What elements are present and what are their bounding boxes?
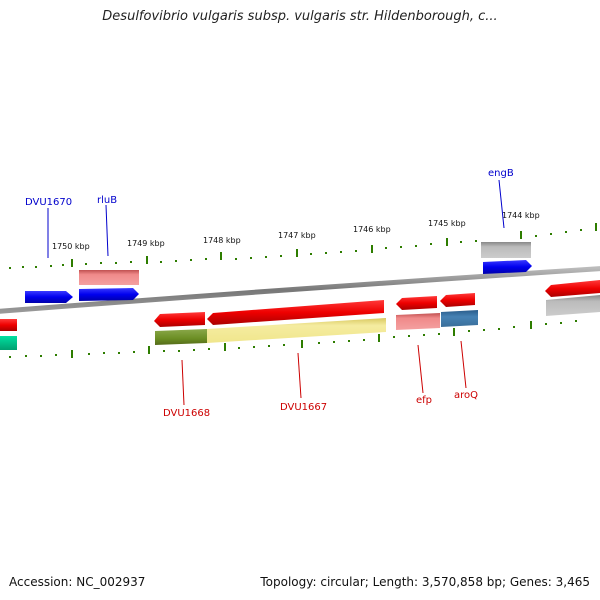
upper-scale-ring [9,223,597,269]
leader-dvu1667 [297,352,302,399]
gene-arrow-efp[interactable] [396,296,437,310]
genome-summary-text: Topology: circular; Length: 3,570,858 bp… [260,575,590,589]
gene-label-dvu1667[interactable]: DVU1667 [280,402,327,413]
map-title: Desulfovibrio vulgaris subsp. vulgaris s… [102,9,498,24]
gene-arrow-left-edge[interactable] [0,319,17,331]
lower-scale-ring [9,320,577,358]
tick-label-1747: 1747 kbp [278,231,316,240]
feature-bar-efp[interactable] [396,313,440,330]
gene-arrow-dvu1668[interactable] [154,312,205,327]
gene-arrow-dvu1670[interactable] [25,291,73,303]
leader-aroq [460,340,467,389]
tick-label-1749: 1749 kbp [127,239,165,248]
gene-arrow-aroq[interactable] [440,293,475,307]
gene-arrow-right-edge[interactable] [545,280,600,297]
feature-bar-left-edge[interactable] [0,336,17,350]
tick-label-1750: 1750 kbp [52,242,90,251]
gene-label-aroq[interactable]: aroQ [454,390,478,401]
gene-arrow-dvu1667[interactable] [207,300,384,325]
feature-bar-right-edge[interactable] [546,295,600,316]
gene-arrow-rlub[interactable] [79,288,139,301]
gene-label-engb[interactable]: engB [488,168,514,179]
leader-engb [498,179,505,229]
leader-dvu1668 [181,359,185,406]
gene-label-dvu1668[interactable]: DVU1668 [163,408,210,419]
feature-bar-engb[interactable] [481,242,531,258]
leader-rlub [105,204,109,257]
tick-label-1745: 1745 kbp [428,219,466,228]
accession-text: Accession: NC_002937 [9,575,146,589]
feature-bar-dvu1668[interactable] [155,329,207,345]
feature-bar-dvu1667[interactable] [207,318,386,343]
gene-arrow-engb[interactable] [483,260,532,274]
feature-bar-aroq[interactable] [441,310,478,327]
feature-bar-rlub[interactable] [79,270,139,285]
gene-label-efp[interactable]: efp [416,395,432,406]
gene-label-dvu1670[interactable]: DVU1670 [25,197,72,208]
gene-label-rlub[interactable]: rluB [97,195,117,206]
leader-efp [417,344,424,394]
tick-label-1744: 1744 kbp [502,211,540,220]
chromosome-backbone [0,266,600,314]
tick-label-1746: 1746 kbp [353,225,391,234]
tick-label-1748: 1748 kbp [203,236,241,245]
